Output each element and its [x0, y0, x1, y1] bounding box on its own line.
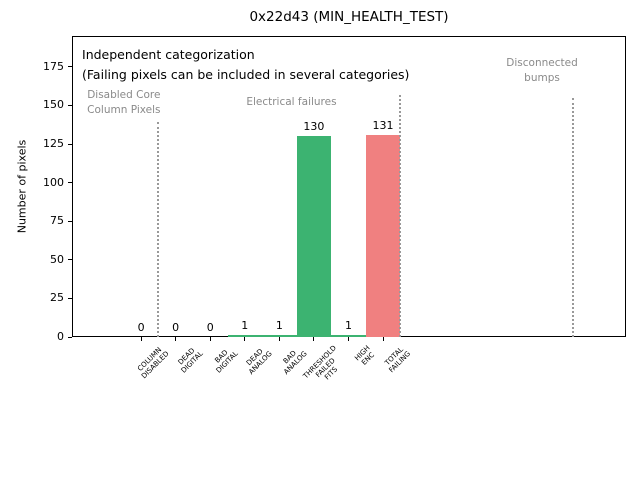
x-axis-tick-label: TOTAL FAILING — [383, 345, 413, 375]
y-axis-tick-label: 75 — [50, 214, 64, 228]
y-axis-tick — [68, 336, 72, 338]
x-axis-tick — [347, 337, 349, 341]
plot-area — [72, 36, 626, 337]
section-separator-line — [157, 122, 160, 337]
x-axis-tick — [140, 337, 142, 341]
x-axis-tick-label: HIGH ENC — [353, 344, 377, 367]
y-axis-tick-label: 125 — [43, 137, 64, 151]
y-axis-tick-label: 150 — [43, 98, 64, 112]
bar — [227, 335, 263, 337]
y-axis-tick — [68, 143, 72, 145]
bar-value-label: 0 — [137, 321, 145, 334]
bar-value-label: 0 — [206, 321, 214, 334]
y-axis-tick-label: 175 — [43, 59, 64, 73]
section-label: Disabled Core Column Pixels — [87, 89, 161, 117]
section-label: Electrical failures — [246, 95, 337, 108]
section-separator-line — [399, 94, 402, 337]
x-axis-tick-label: COLUMN DISABLED — [135, 345, 171, 381]
x-axis-tick — [382, 337, 384, 341]
bar — [262, 335, 297, 337]
x-axis-tick — [244, 337, 246, 341]
bar-value-label: 1 — [344, 319, 352, 333]
y-axis-tick-label: 50 — [50, 252, 64, 266]
x-axis-tick — [209, 337, 211, 341]
y-axis-tick — [68, 259, 72, 261]
x-axis-tick-label: THRESHOLD FAILED FITS — [301, 344, 339, 382]
x-axis-tick-label: DEAD ANALOG — [245, 347, 275, 377]
bar — [296, 136, 332, 337]
y-axis-tick — [68, 220, 72, 222]
chart-title: 0x22d43 (MIN_HEALTH_TEST) — [249, 9, 449, 25]
bar-value-label: 131 — [372, 118, 394, 132]
section-label: Disconnected bumps — [506, 57, 578, 85]
x-axis-tick — [278, 337, 280, 341]
bar — [331, 335, 366, 337]
bar — [365, 134, 401, 337]
y-axis-tick-label: 0 — [57, 330, 64, 343]
bar-value-label: 130 — [303, 120, 325, 134]
section-separator-line — [572, 97, 575, 337]
annotation-note: Independent categorization (Failing pixe… — [82, 47, 410, 83]
bar-value-label: 0 — [172, 321, 180, 334]
bar-value-label: 1 — [275, 319, 283, 333]
y-axis-tick-label: 25 — [50, 291, 64, 305]
y-axis-tick — [68, 66, 72, 68]
bar-value-label: 1 — [241, 319, 249, 333]
x-axis-tick-label: BAD DIGITAL — [213, 348, 240, 375]
x-axis-tick — [313, 337, 315, 341]
y-axis-tick — [68, 297, 72, 299]
y-axis-tick — [68, 182, 72, 184]
x-axis-tick-label: DEAD DIGITAL — [176, 346, 206, 375]
y-axis-tick-label: 100 — [43, 175, 64, 189]
y-axis-tick — [68, 104, 72, 106]
x-axis-tick — [175, 337, 177, 341]
